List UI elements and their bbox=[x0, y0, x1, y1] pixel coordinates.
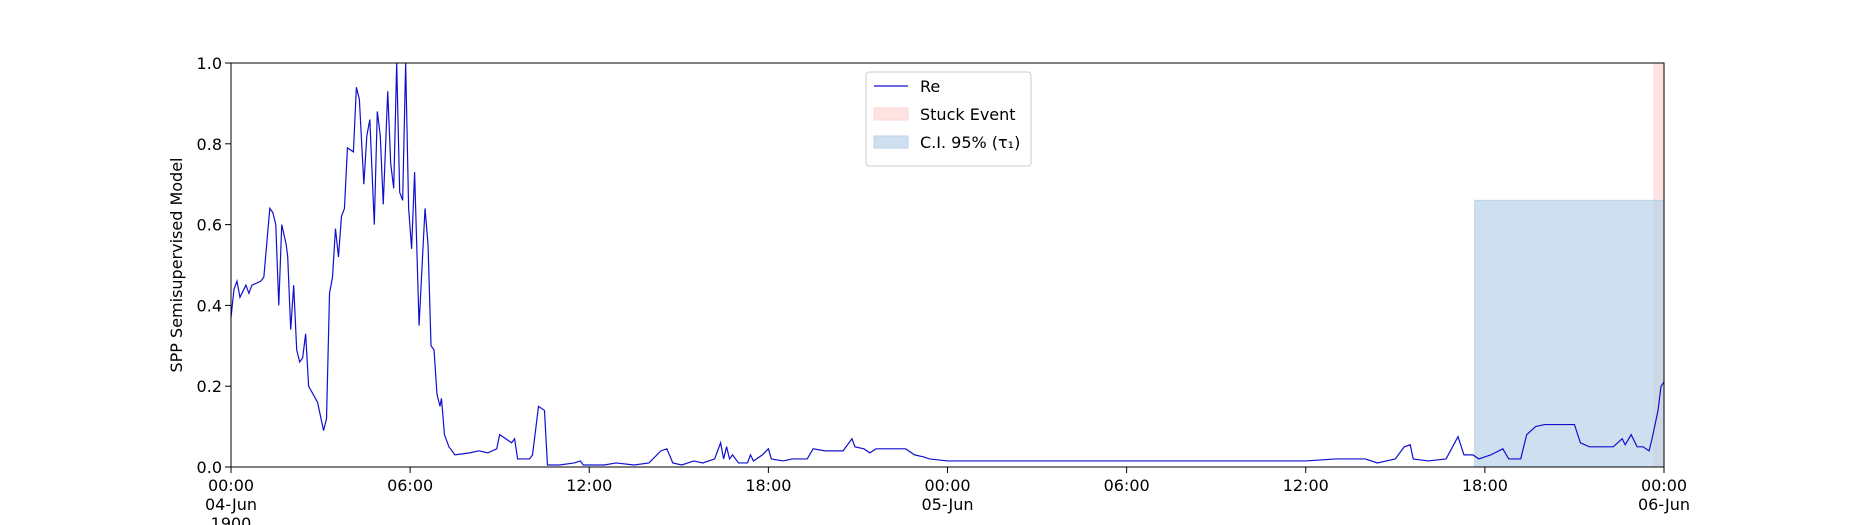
x-tick-label: 18:00 bbox=[1462, 476, 1508, 495]
x-tick-label: 00:00 04-Jun 1900 bbox=[205, 476, 257, 525]
y-tick-label: 0.0 bbox=[197, 458, 222, 477]
x-tick-label: 00:00 05-Jun bbox=[921, 476, 973, 514]
legend-label: C.I. 95% (τ₁) bbox=[920, 133, 1020, 152]
legend-label: Stuck Event bbox=[920, 105, 1016, 124]
x-tick-label: 00:00 06-Jun bbox=[1638, 476, 1690, 514]
y-tick-label: 0.4 bbox=[197, 296, 222, 315]
y-tick-label: 0.2 bbox=[197, 377, 222, 396]
x-tick-label: 06:00 bbox=[387, 476, 433, 495]
line bbox=[230, 62, 1665, 466]
x-tick-label: 06:00 bbox=[1104, 476, 1150, 495]
legend-patch bbox=[873, 107, 909, 121]
y-tick-label: 1.0 bbox=[197, 54, 222, 73]
plot-frame bbox=[230, 62, 1665, 468]
x-tick-label: 12:00 bbox=[1283, 476, 1329, 495]
span bbox=[1474, 199, 1665, 468]
legend-patch bbox=[873, 135, 909, 149]
y-tick-label: 0.8 bbox=[197, 135, 222, 154]
y-tick-label: 0.6 bbox=[197, 216, 222, 235]
legend: Re Stuck Event C.I. 95% (τ₁) bbox=[865, 71, 1032, 167]
x-tick-label: 12:00 bbox=[566, 476, 612, 495]
legend-label: Re bbox=[920, 77, 940, 96]
x-tick-label: 18:00 bbox=[745, 476, 791, 495]
y-axis-label: SPP Semisupervised Model bbox=[167, 158, 186, 373]
